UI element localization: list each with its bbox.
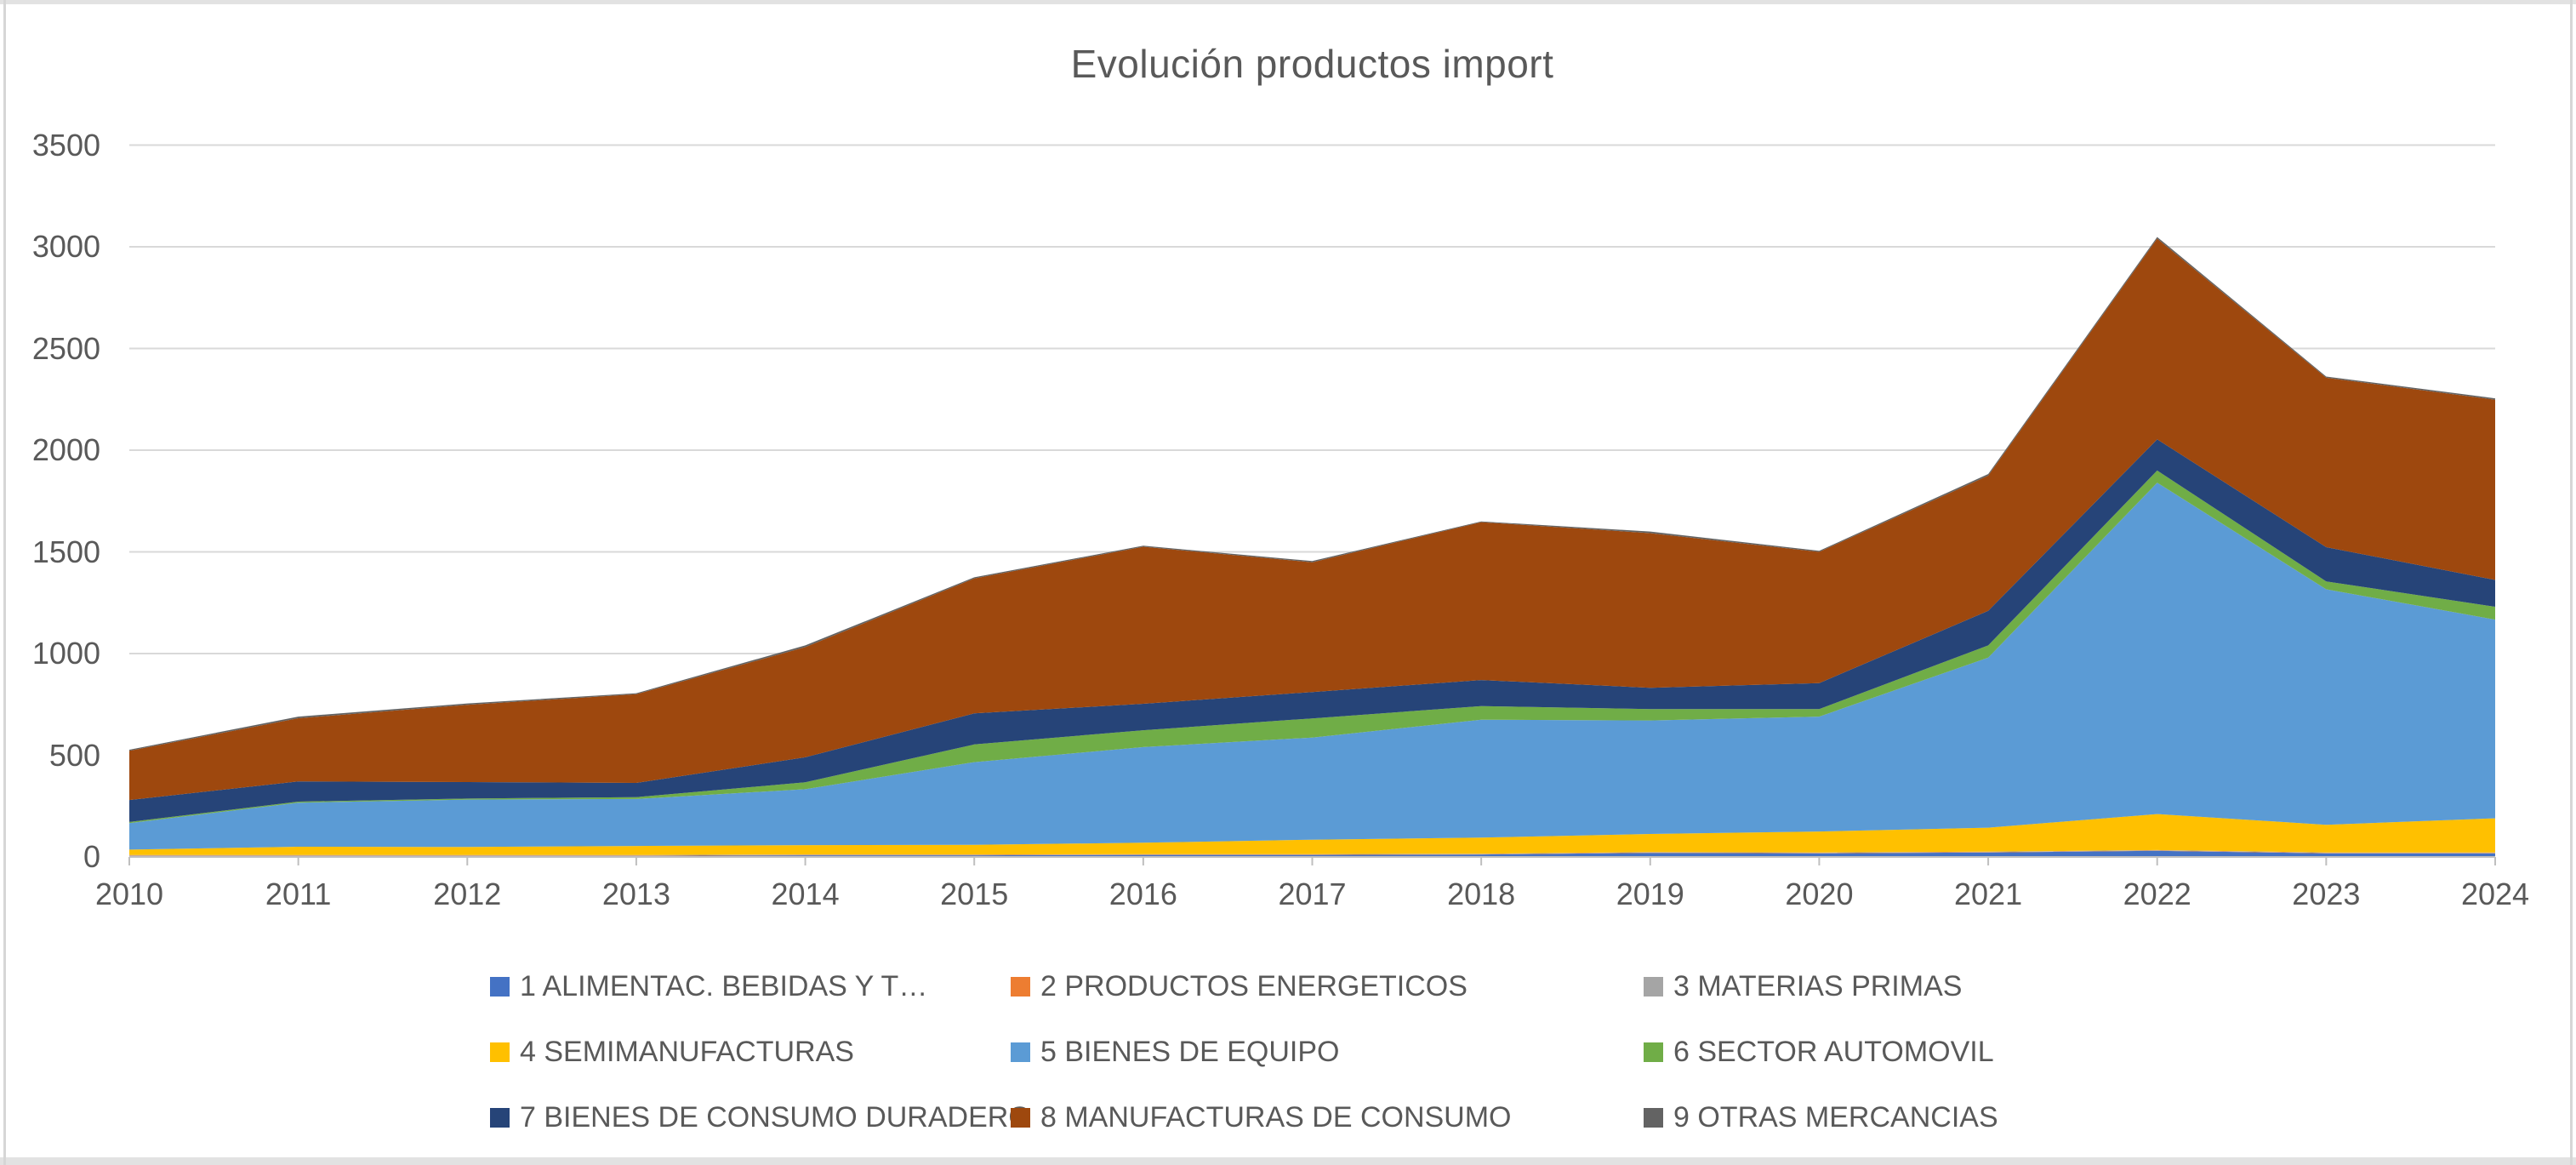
legend-label: 3 MATERIAS PRIMAS [1673, 969, 1963, 1002]
window-bottom-border [0, 1157, 2576, 1165]
window-right-border [2570, 0, 2573, 1165]
x-axis-label: 2013 [601, 877, 670, 911]
x-axis-label: 2021 [1954, 877, 2023, 911]
legend-swatch-icon [1011, 1042, 1030, 1062]
legend-item-6[interactable]: 6 SECTOR AUTOMOVIL [1644, 1035, 1994, 1068]
legend-label: 9 OTRAS MERCANCIAS [1673, 1100, 1998, 1134]
x-axis-label: 2014 [771, 877, 840, 911]
series-area-1[interactable] [129, 850, 2495, 857]
x-axis-label: 2018 [1447, 877, 1516, 911]
series-area-8[interactable] [129, 238, 2495, 801]
x-axis-label: 2023 [2292, 877, 2361, 911]
x-axis-label: 2015 [940, 877, 1009, 911]
x-axis-label: 2022 [2123, 877, 2191, 911]
y-axis-label: 3000 [31, 229, 100, 264]
legend-label: 5 BIENES DE EQUIPO [1040, 1035, 1340, 1068]
y-axis-label: 1500 [31, 534, 100, 569]
chart-title[interactable]: Evolución productos import [1070, 42, 1554, 86]
y-axis-label: 0 [83, 839, 100, 874]
y-axis-label: 3500 [31, 127, 100, 163]
x-axis-label: 2010 [94, 877, 164, 911]
x-axis-label: 2016 [1108, 877, 1177, 911]
series-area-2[interactable] [129, 850, 2495, 856]
legend-swatch-icon [1011, 976, 1030, 997]
x-axis-label: 2011 [265, 877, 332, 911]
legend-item-5[interactable]: 5 BIENES DE EQUIPO [1011, 1035, 1340, 1068]
legend-swatch-icon [1644, 1107, 1663, 1128]
legend-swatch-icon [1011, 1107, 1030, 1128]
x-axis-label: 2024 [2460, 877, 2530, 911]
legend-swatch-icon [490, 976, 510, 997]
legend-item-3[interactable]: 3 MATERIAS PRIMAS [1644, 969, 1963, 1002]
x-axis-label: 2017 [1278, 877, 1347, 911]
legend-item-9[interactable]: 9 OTRAS MERCANCIAS [1644, 1100, 1998, 1134]
legend-label: 8 MANUFACTURAS DE CONSUMO [1040, 1100, 1512, 1134]
y-axis-label: 2000 [31, 432, 100, 467]
x-axis-label: 2019 [1616, 877, 1684, 911]
legend-label: 1 ALIMENTAC. BEBIDAS Y T… [520, 969, 928, 1002]
window-top-border [0, 0, 2576, 4]
legend-swatch-icon [490, 1042, 510, 1062]
legend-swatch-icon [490, 1107, 510, 1128]
legend-label: 2 PRODUCTOS ENERGETICOS [1040, 969, 1468, 1002]
y-axis-label: 500 [48, 737, 100, 773]
legend-item-8[interactable]: 8 MANUFACTURAS DE CONSUMO [1011, 1100, 1512, 1134]
legend-label: 6 SECTOR AUTOMOVIL [1673, 1035, 1994, 1068]
legend-label: 7 BIENES DE CONSUMO DURADERO [520, 1100, 1031, 1134]
legend-item-2[interactable]: 2 PRODUCTOS ENERGETICOS [1011, 969, 1468, 1002]
legend-label: 4 SEMIMANUFACTURAS [520, 1035, 854, 1068]
series-area-4[interactable] [129, 814, 2495, 855]
x-axis-label: 2020 [1785, 877, 1854, 911]
x-axis-label: 2012 [433, 877, 502, 911]
window-left-border [3, 0, 6, 1165]
y-axis-label: 2500 [31, 330, 100, 366]
legend-item-4[interactable]: 4 SEMIMANUFACTURAS [490, 1035, 854, 1068]
y-axis-label: 1000 [31, 636, 100, 671]
legend-item-7[interactable]: 7 BIENES DE CONSUMO DURADERO [490, 1100, 1031, 1134]
legend-swatch-icon [1644, 976, 1663, 997]
series-area-3[interactable] [129, 849, 2495, 856]
legend-swatch-icon [1644, 1042, 1663, 1062]
legend-item-1[interactable]: 1 ALIMENTAC. BEBIDAS Y T… [490, 969, 928, 1002]
series-area-7[interactable] [129, 439, 2495, 822]
series-area-5[interactable] [129, 483, 2495, 850]
